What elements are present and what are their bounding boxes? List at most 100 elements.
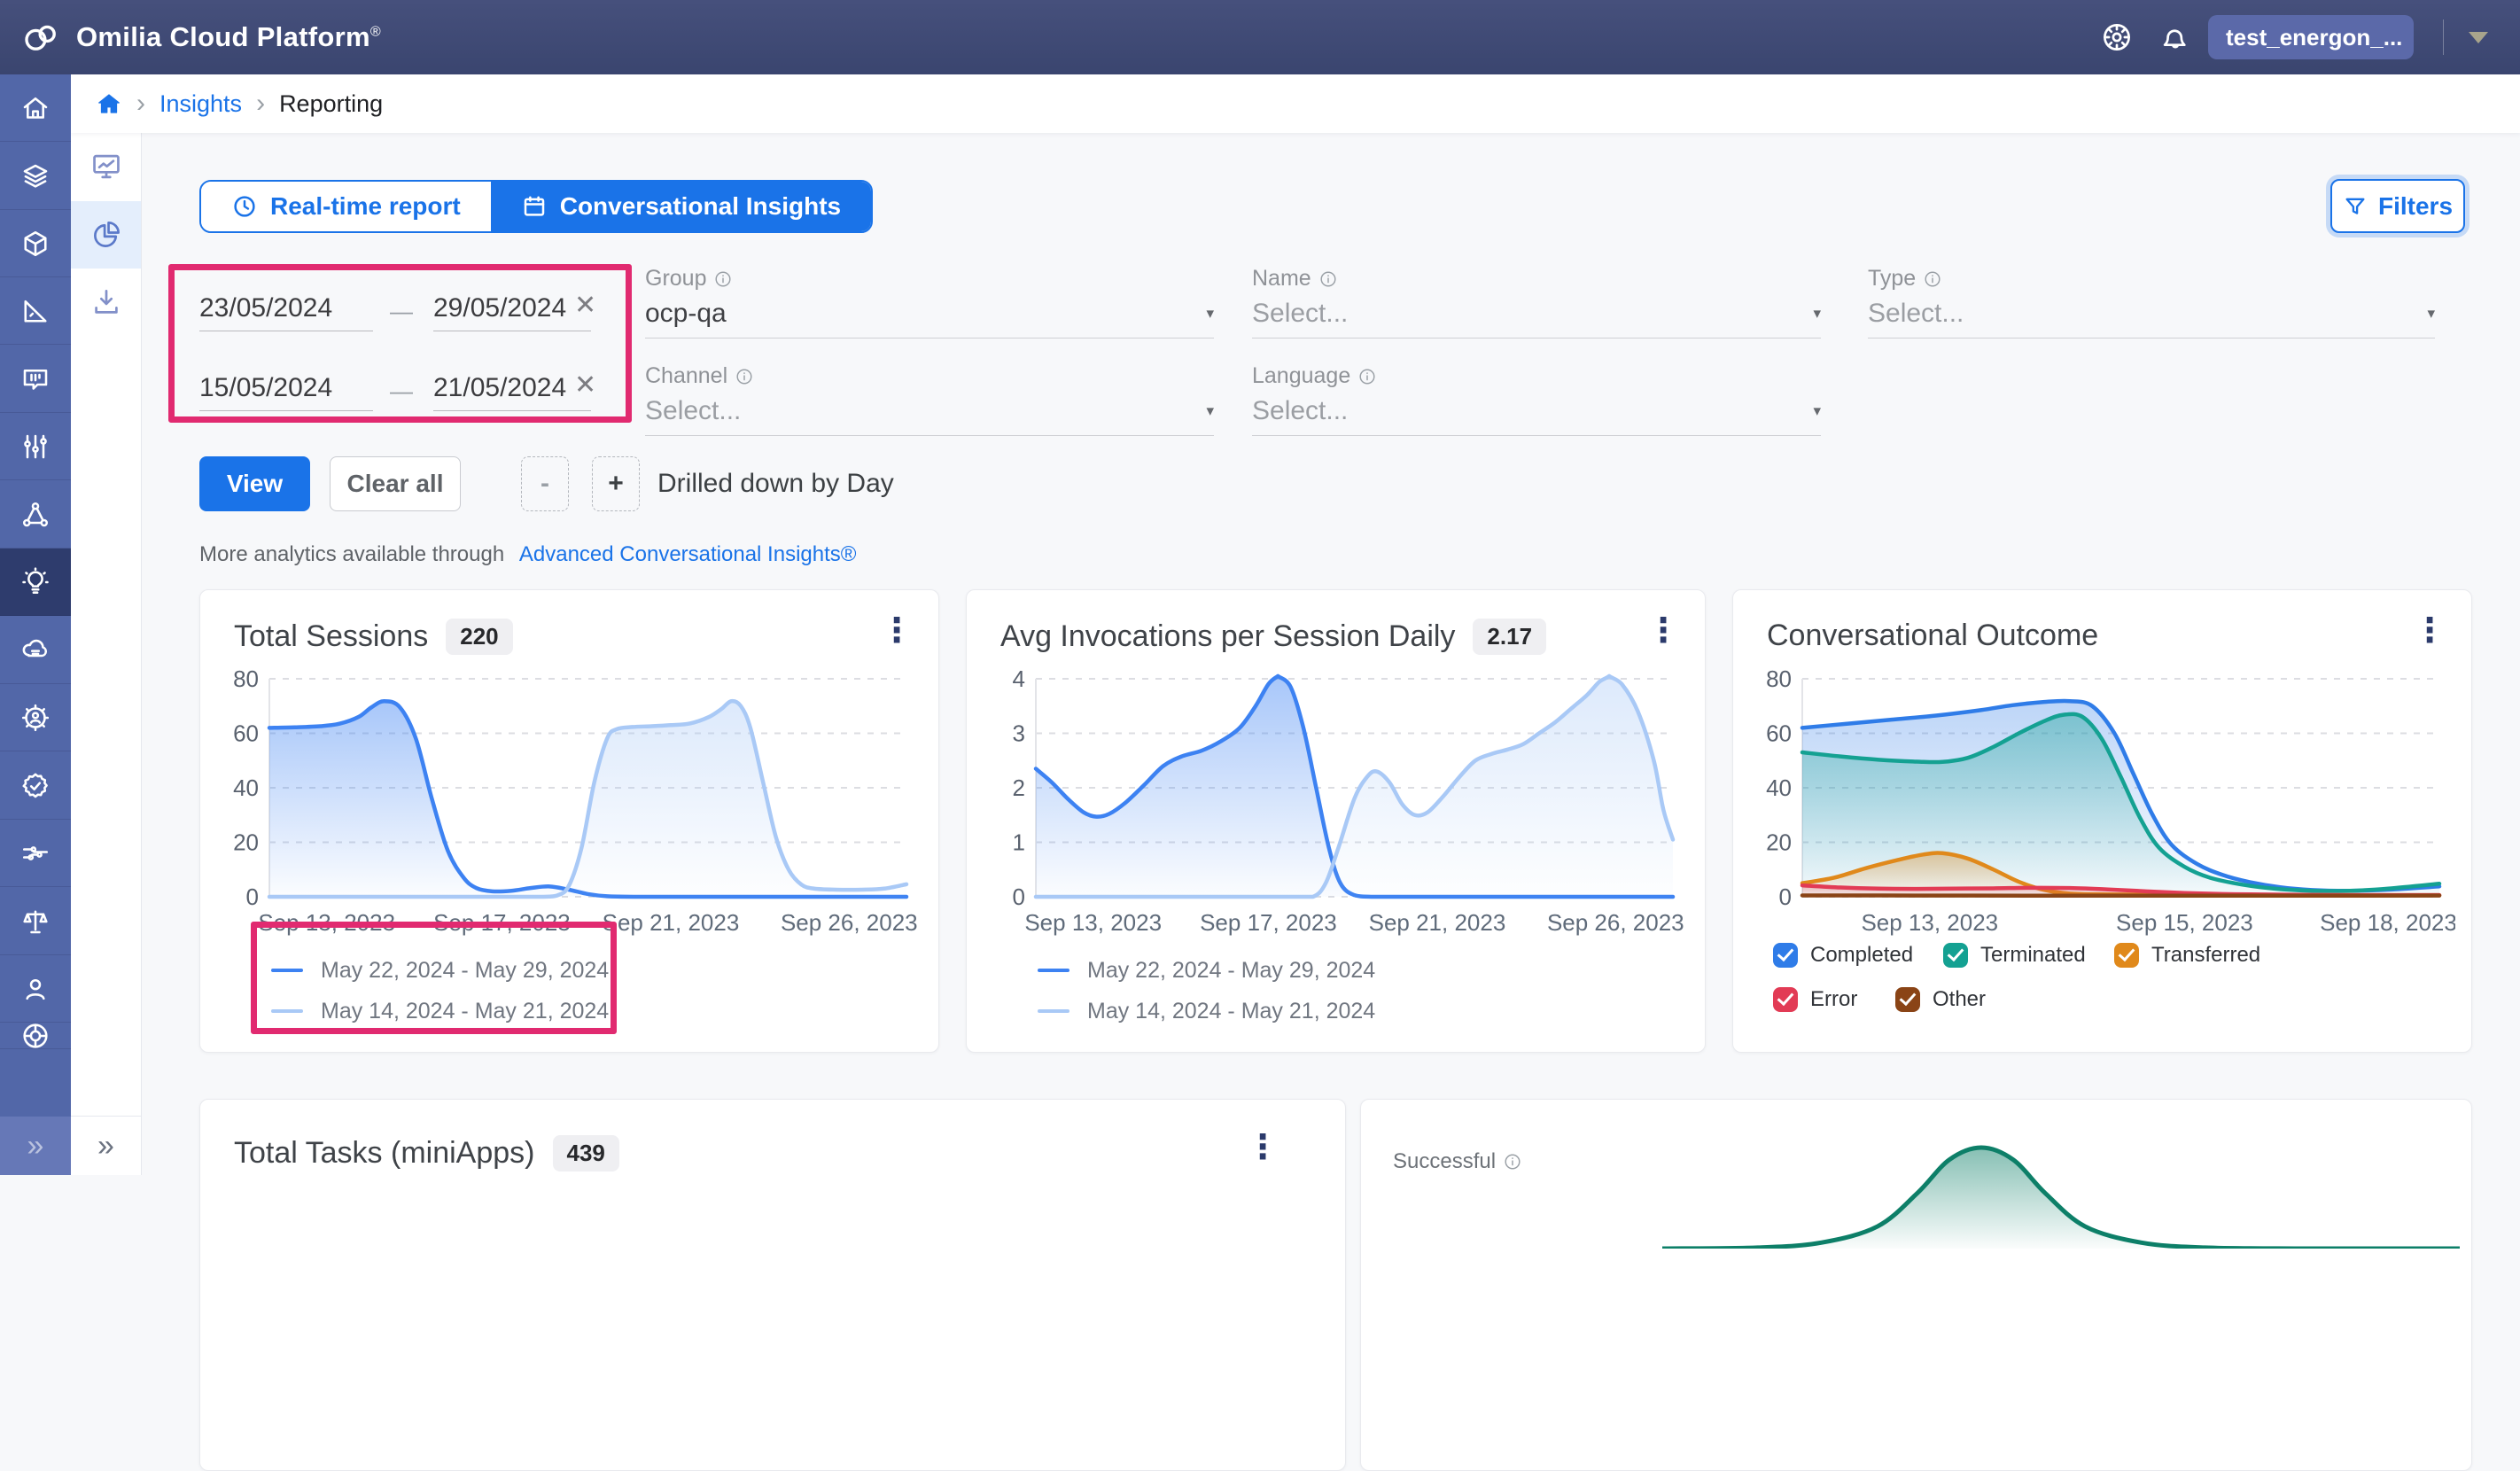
sidebar-item-cloud-services[interactable]	[0, 617, 71, 684]
drill-plus-button[interactable]: +	[592, 456, 640, 511]
sidebar-item-insights[interactable]	[0, 549, 71, 616]
app-title: Omilia Cloud Platform®	[76, 21, 381, 52]
svg-text:Sep 17, 2023: Sep 17, 2023	[1200, 909, 1337, 936]
info-icon[interactable]	[1318, 269, 1338, 289]
svg-text:40: 40	[233, 774, 259, 801]
checkbox-checked-icon[interactable]	[1895, 987, 1920, 1012]
sidebar-item-orchestrator[interactable]	[0, 481, 71, 549]
sidebar-item-exports[interactable]	[71, 269, 141, 336]
home-icon[interactable]	[96, 90, 122, 117]
tab-realtime-report[interactable]: Real-time report	[201, 182, 491, 231]
card-menu-kebab-icon[interactable]: ⋮	[1646, 612, 1680, 650]
sidebar-item-metrics[interactable]	[0, 277, 71, 345]
successful-tasks-chart	[1660, 1142, 2462, 1251]
download-icon	[94, 289, 118, 314]
svg-text:20: 20	[233, 829, 259, 856]
svg-text:40: 40	[1766, 774, 1792, 801]
legend-checkbox-other[interactable]: Other	[1895, 987, 1986, 1012]
sidebar-item-reporting[interactable]	[71, 201, 141, 269]
date-to-input-2[interactable]	[433, 365, 591, 411]
legend-checkbox-transferred[interactable]: Transferred	[2114, 943, 2260, 968]
svg-text:80: 80	[1766, 665, 1792, 692]
sidebar-collapse-button[interactable]: »	[0, 1117, 71, 1175]
sidebar-item-quality[interactable]	[0, 752, 71, 820]
drill-minus-button[interactable]: -	[521, 456, 569, 511]
sidebar-item-realtime-dashboard[interactable]	[71, 133, 141, 200]
group-label: Group	[645, 266, 707, 291]
type-select-value[interactable]: Select... ▾	[1868, 299, 2435, 339]
sidebar-item-pipelines[interactable]	[0, 820, 71, 887]
tab-conversational-insights[interactable]: Conversational Insights	[490, 182, 872, 231]
clear-all-button[interactable]: Clear all	[330, 456, 461, 511]
more-analytics-text: More analytics available through	[199, 542, 505, 566]
checkbox-checked-icon[interactable]	[1773, 943, 1798, 968]
sidebar-item-miniapps[interactable]	[0, 210, 71, 277]
total-badge: 220	[446, 619, 513, 655]
double-chevron-icon: »	[97, 1128, 114, 1163]
language-select: Language Select... ▾	[1252, 363, 1821, 436]
svg-text:60: 60	[233, 720, 259, 747]
checkbox-checked-icon[interactable]	[2114, 943, 2139, 968]
channel-select-value[interactable]: Select... ▾	[645, 396, 1214, 436]
card-menu-kebab-icon[interactable]: ⋮	[880, 612, 914, 650]
sidebar-item-tuning[interactable]	[0, 413, 71, 480]
sidebar-item-user-settings[interactable]	[0, 684, 71, 751]
filters-button-label: Filters	[2377, 191, 2454, 220]
monitor-chart-icon	[92, 154, 120, 179]
group-select-value[interactable]: ocp-qa ▾	[645, 299, 1214, 339]
person-icon	[26, 978, 45, 1000]
legend-swatch	[271, 969, 303, 972]
sidebar-item-profile[interactable]	[0, 955, 71, 1023]
card-menu-kebab-icon[interactable]: ⋮	[2413, 612, 2446, 650]
language-select-value[interactable]: Select... ▾	[1252, 396, 1821, 436]
sidebar-item-layers[interactable]	[0, 143, 71, 210]
view-button[interactable]: View	[199, 456, 310, 511]
breadcrumb-separator: ›	[256, 89, 266, 118]
date-from-input-1[interactable]	[199, 285, 373, 331]
report-tabs: Real-time report Conversational Insights	[199, 180, 874, 233]
sidebar-item-compliance[interactable]	[0, 888, 71, 955]
caret-down-icon: ▾	[1813, 305, 1821, 322]
info-icon[interactable]	[713, 269, 733, 289]
channel-placeholder: Select...	[645, 396, 742, 425]
clear-range-2-icon[interactable]: ✕	[574, 370, 597, 400]
group-value: ocp-qa	[645, 299, 727, 328]
breadcrumb-separator: ›	[136, 89, 145, 118]
info-icon[interactable]	[735, 367, 754, 386]
breadcrumb-link-insights[interactable]: Insights	[159, 90, 243, 117]
sidebar-item-dialogs[interactable]	[0, 346, 71, 413]
secondary-sidebar-expand-button[interactable]: »	[71, 1116, 141, 1175]
legend-swatch	[1038, 1009, 1069, 1013]
legend-checkbox-error[interactable]: Error	[1773, 987, 1895, 1012]
clear-range-1-icon[interactable]: ✕	[574, 291, 597, 320]
checkbox-checked-icon[interactable]	[1773, 987, 1798, 1012]
network-triangle-icon	[22, 502, 49, 526]
header-dropdown-caret[interactable]	[2469, 32, 2488, 43]
advanced-insights-link[interactable]: Advanced Conversational Insights®	[518, 542, 857, 566]
sidebar-item-support[interactable]	[0, 1023, 71, 1049]
legend-label: Error	[1810, 987, 1858, 1011]
info-icon[interactable]	[1503, 1152, 1522, 1171]
info-icon[interactable]	[1357, 367, 1377, 386]
sidebar-item-home[interactable]	[0, 74, 71, 142]
settings-gear-icon[interactable]	[2100, 20, 2134, 54]
date-from-input-2[interactable]	[199, 365, 373, 411]
info-icon[interactable]	[1923, 269, 1942, 289]
card-menu-kebab-icon[interactable]: ⋮	[1246, 1129, 1279, 1166]
date-to-input-1[interactable]	[433, 285, 591, 331]
notifications-bell-icon[interactable]	[2158, 20, 2192, 54]
more-analytics-note: More analytics available through Advance…	[199, 542, 856, 567]
calendar-icon	[524, 196, 544, 216]
checkbox-checked-icon[interactable]	[1943, 943, 1968, 968]
caret-down-icon: ▾	[1813, 402, 1821, 419]
legend-checkbox-completed[interactable]: Completed	[1773, 943, 1943, 968]
legend-checkbox-terminated[interactable]: Terminated	[1943, 943, 2114, 968]
svg-text:Sep 26, 2023: Sep 26, 2023	[1547, 909, 1684, 936]
cube-icon	[24, 230, 47, 256]
filters-button[interactable]: Filters	[2330, 179, 2465, 233]
svg-text:Sep 26, 2023: Sep 26, 2023	[781, 909, 918, 936]
name-select-value[interactable]: Select... ▾	[1252, 299, 1821, 339]
account-switcher-button[interactable]: test_energon_...	[2208, 15, 2414, 59]
header-divider	[2443, 19, 2444, 55]
omilia-logo-icon	[25, 25, 56, 51]
